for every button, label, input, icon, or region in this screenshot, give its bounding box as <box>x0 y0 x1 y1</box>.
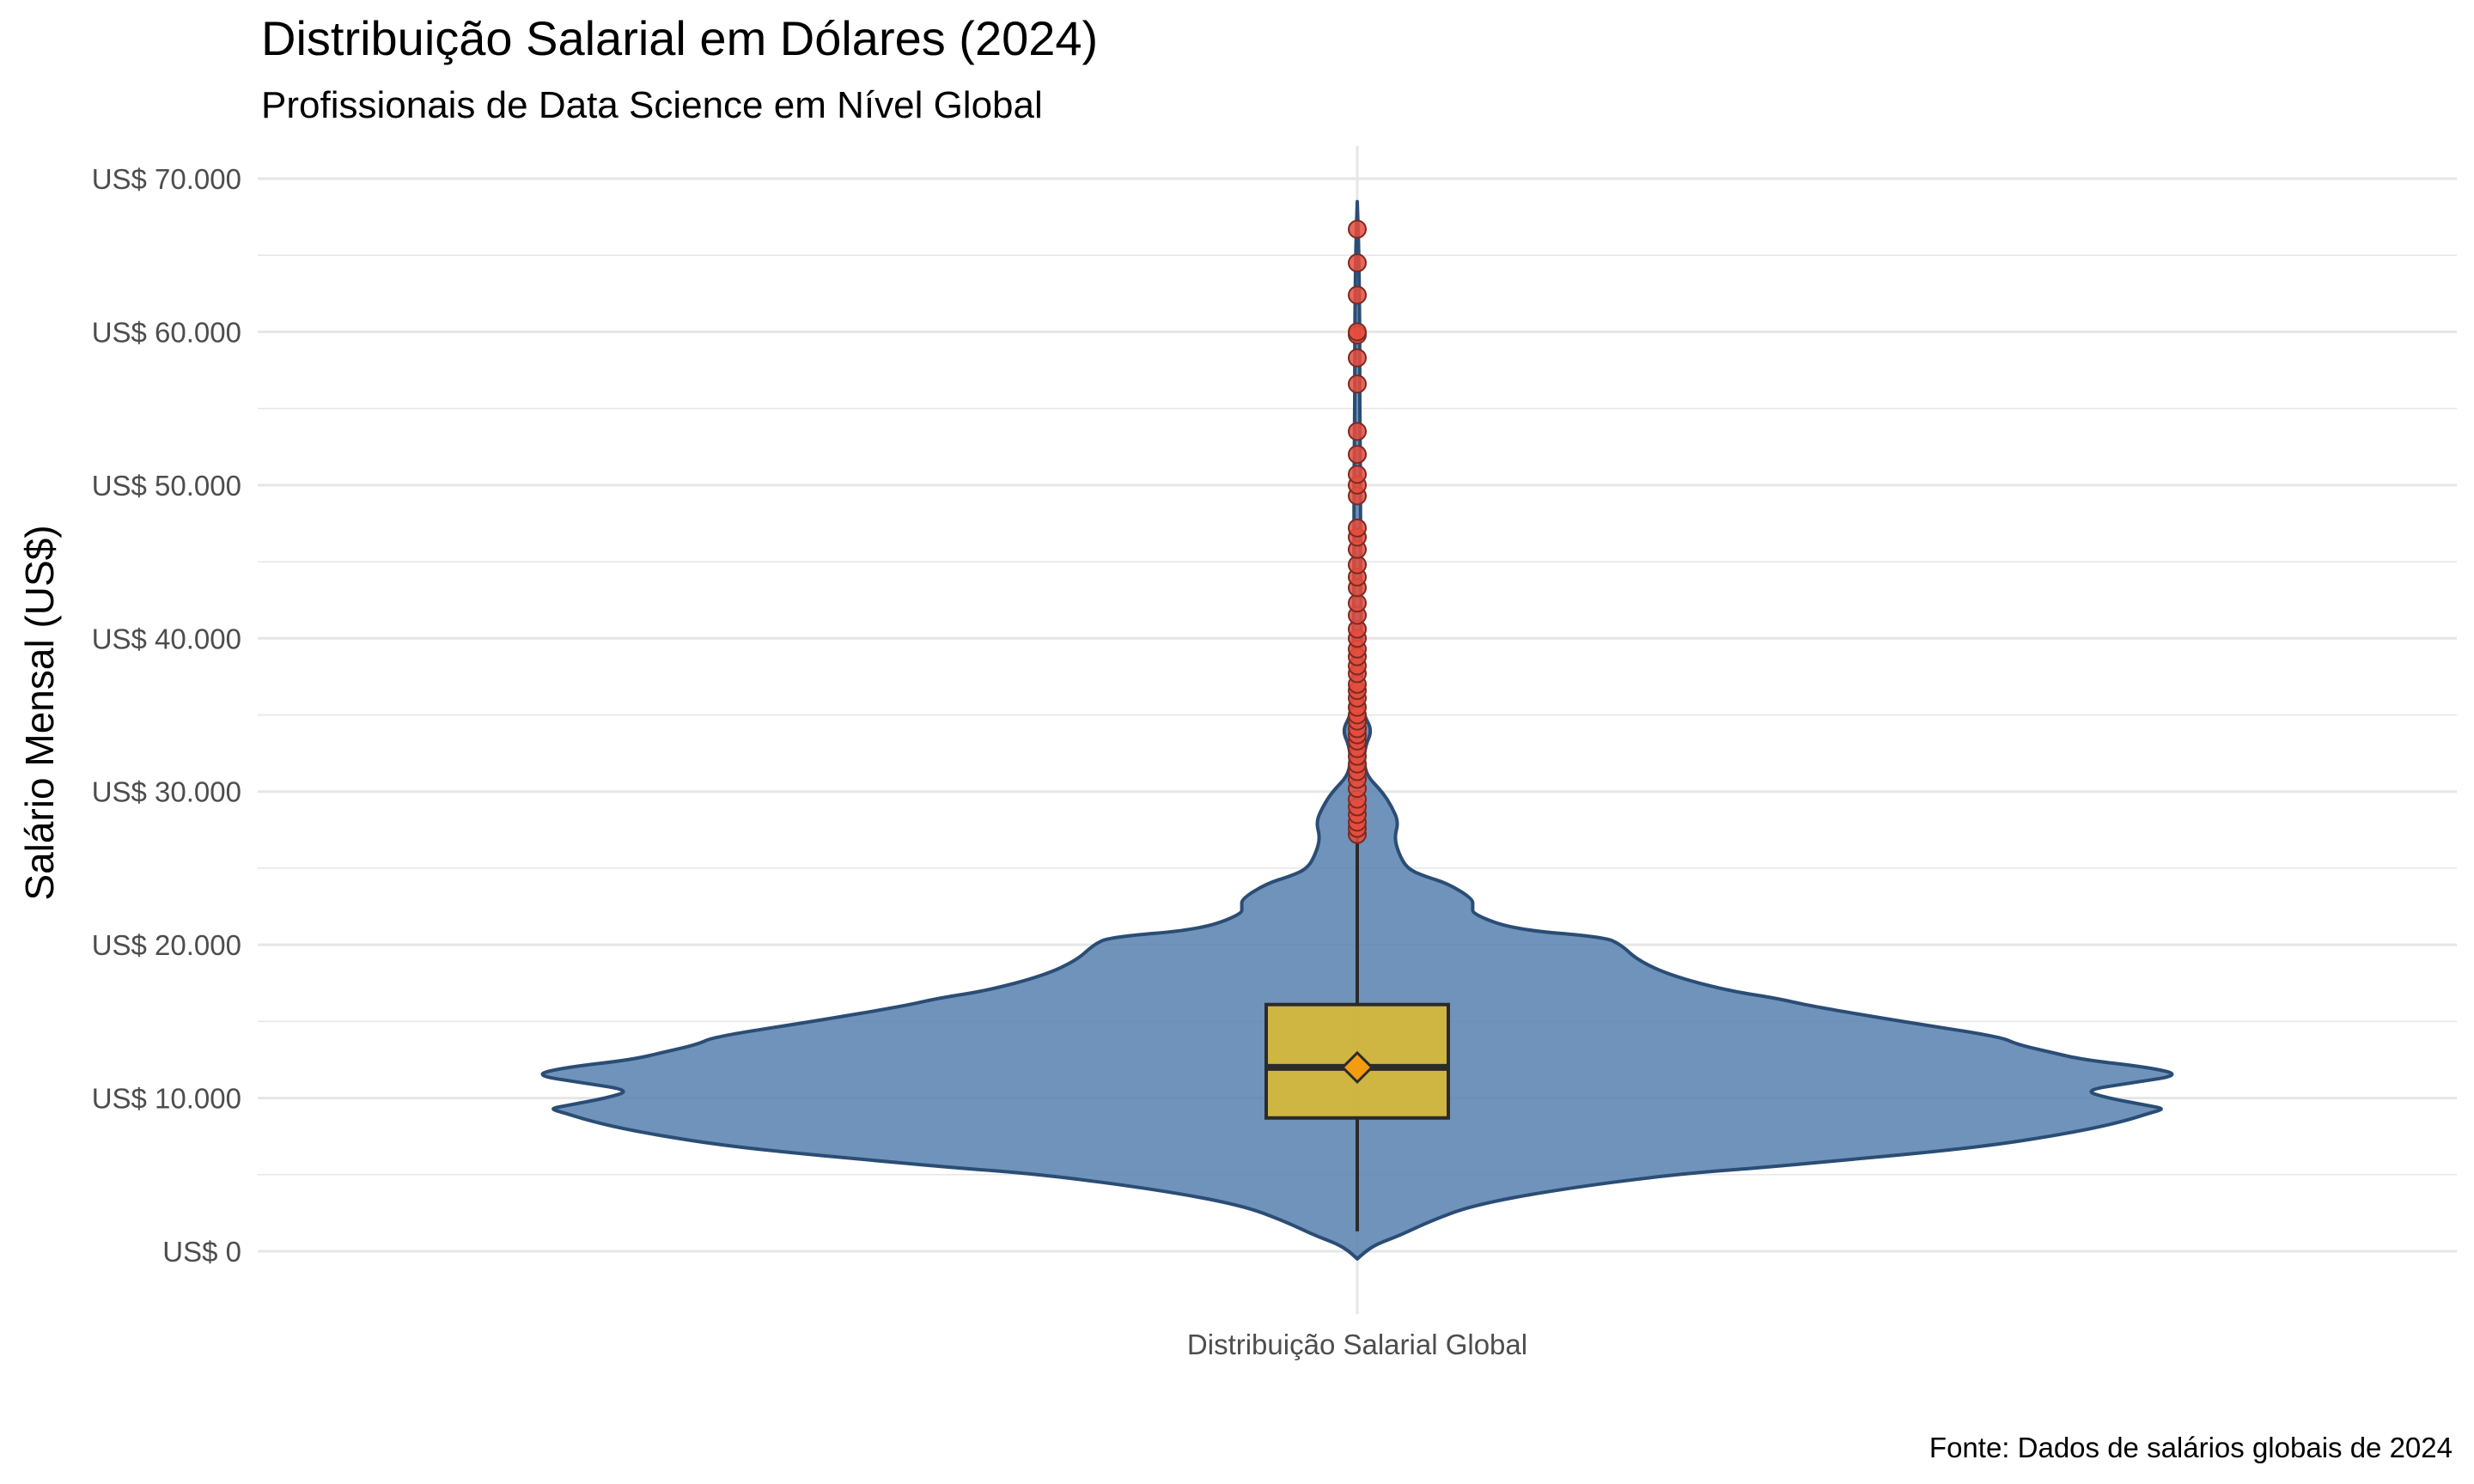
tick-layer: US$ 0 US$ 10.000 US$ 20.000 US$ 30.000 US$ 4… <box>92 163 1527 1360</box>
outlier-layer <box>1348 219 1367 844</box>
y-tick-label: US$ 40.000 <box>92 623 241 654</box>
outlier-point <box>1348 285 1367 305</box>
x-tick-label: Distribuição Salarial Global <box>1187 1329 1527 1360</box>
outlier-point <box>1348 219 1367 239</box>
outlier-point <box>1348 445 1367 465</box>
chart-subtitle: Profissionais de Data Science em Nível G… <box>261 84 1043 126</box>
outlier-point <box>1348 422 1367 441</box>
chart-title: Distribuição Salarial em Dólares (2024) <box>261 11 1098 65</box>
outlier-point <box>1348 518 1367 538</box>
outlier-point <box>1348 374 1367 394</box>
box-layer <box>1264 837 1450 1232</box>
y-tick-label: US$ 70.000 <box>92 163 241 195</box>
y-tick-label: US$ 10.000 <box>92 1083 241 1115</box>
y-tick-label: US$ 0 <box>162 1236 241 1268</box>
outlier-point <box>1348 253 1367 273</box>
mean-marker <box>1340 1050 1374 1085</box>
y-tick-label: US$ 50.000 <box>92 470 241 502</box>
y-axis-title: Salário Mensal (US$) <box>17 525 62 900</box>
y-tick-label: US$ 20.000 <box>92 929 241 961</box>
y-tick-label: US$ 60.000 <box>92 316 241 348</box>
chart-caption: Fonte: Dados de salários globais de 2024 <box>1929 1432 2453 1463</box>
outlier-point <box>1348 348 1367 368</box>
outlier-point <box>1348 322 1367 342</box>
y-tick-label: US$ 30.000 <box>92 776 241 808</box>
outlier-point <box>1348 465 1367 484</box>
